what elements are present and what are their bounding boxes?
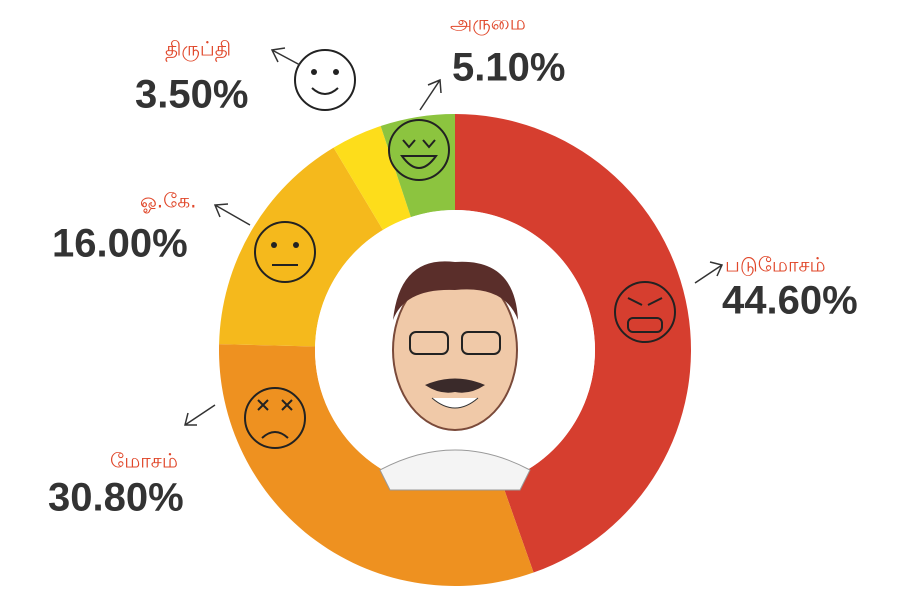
emoji-icons [244, 49, 676, 449]
value-label: 5.10% [452, 46, 565, 90]
value-label: 3.50% [135, 73, 248, 117]
emoji-smile [294, 49, 356, 111]
slice [219, 147, 383, 347]
slice [380, 114, 455, 218]
value-label: 16.00% [52, 222, 188, 266]
portrait [379, 261, 531, 491]
emoji-neutral [254, 221, 316, 283]
category-label: மோசம் [110, 449, 178, 473]
value-label: 30.80% [48, 476, 184, 520]
category-label: அருமை [450, 11, 526, 36]
category-label: திருப்தி [165, 37, 231, 62]
slice [455, 114, 691, 573]
arrows [184, 47, 724, 426]
emoji-love [388, 119, 450, 181]
category-label: படுமோசம் [725, 253, 826, 277]
slice [219, 344, 534, 586]
donut [219, 114, 691, 586]
category-label: ஓ.கே. [140, 189, 196, 214]
value-label: 44.60% [722, 279, 858, 323]
slice [333, 126, 411, 230]
emoji-sad [244, 387, 306, 449]
emoji-angry [614, 281, 676, 343]
